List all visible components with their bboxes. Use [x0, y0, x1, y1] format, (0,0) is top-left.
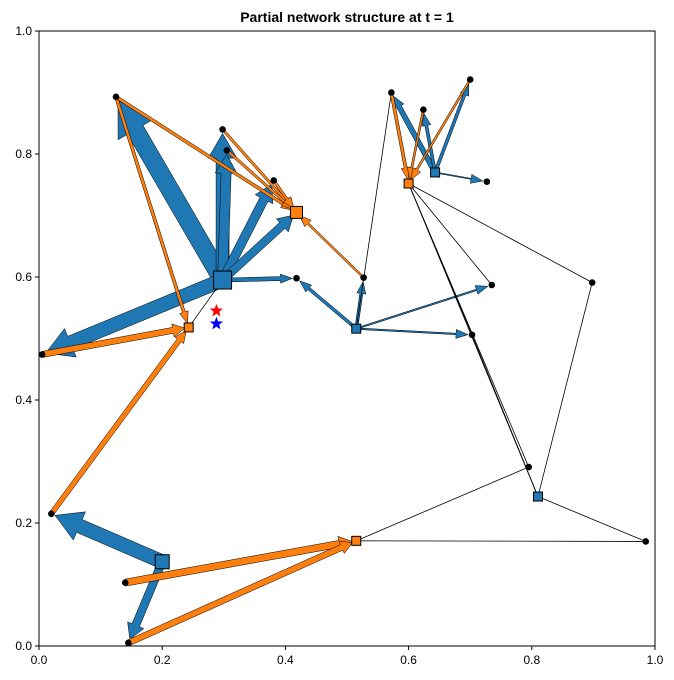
- edge-arrow: [41, 323, 186, 358]
- edge-line: [355, 92, 392, 329]
- edges-layer: [41, 78, 646, 646]
- node-dot: [223, 147, 231, 154]
- edge-line: [356, 540, 646, 542]
- y-tick-label: 0.6: [15, 270, 32, 284]
- hub-node: [213, 270, 233, 290]
- edge-arrow: [355, 285, 489, 330]
- edge-arrow: [48, 330, 187, 516]
- edge-arrow: [114, 96, 189, 325]
- chart-title: Partial network structure at t = 1: [240, 9, 454, 25]
- y-tick-label: 1.0: [15, 24, 32, 38]
- hub-node: [403, 178, 414, 189]
- node-dot: [588, 279, 596, 286]
- edge-arrow: [354, 280, 367, 330]
- node-dot: [468, 331, 476, 339]
- node-dot: [219, 126, 226, 133]
- node-dot: [270, 177, 277, 184]
- edge-line: [471, 334, 539, 497]
- node-dot: [388, 89, 395, 96]
- edge-line: [537, 496, 646, 542]
- edge-arrow: [298, 280, 358, 331]
- edge-line: [408, 183, 493, 286]
- plot-frame: [38, 30, 656, 647]
- x-tick-label: 0.0: [31, 653, 48, 667]
- edge-arrow: [117, 99, 231, 285]
- node-dot: [360, 274, 367, 281]
- y-tick-label: 0.2: [15, 516, 32, 530]
- edge-arrow: [126, 541, 354, 646]
- edge-arrow: [222, 273, 294, 284]
- edge-arrow: [219, 214, 294, 284]
- edge-line: [408, 183, 530, 468]
- edge-arrow: [355, 327, 469, 339]
- node-dot: [38, 351, 46, 358]
- x-tick-label: 1.0: [647, 653, 664, 667]
- edge-arrow: [298, 214, 365, 279]
- node-dot: [525, 463, 533, 471]
- y-tick-label: 0.4: [15, 393, 32, 407]
- x-tick-label: 0.6: [400, 653, 417, 667]
- node-dot: [466, 76, 474, 83]
- edge-line: [537, 282, 593, 497]
- node-dot: [125, 639, 132, 647]
- star-marker: [209, 303, 224, 317]
- node-dot: [48, 510, 55, 518]
- edge-line: [408, 183, 593, 283]
- x-tick-label: 0.4: [277, 653, 294, 667]
- hub-node: [430, 167, 441, 178]
- edge-line: [356, 466, 529, 542]
- hub-node: [532, 491, 543, 502]
- nodes-layer: [38, 76, 650, 647]
- hub-node: [289, 205, 303, 219]
- hub-node: [154, 554, 170, 570]
- y-tick-label: 0.0: [15, 639, 32, 653]
- edge-arrow: [421, 112, 437, 174]
- node-dot: [293, 274, 300, 282]
- y-tick-label: 0.8: [15, 147, 32, 161]
- node-dot: [642, 538, 650, 545]
- x-tick-label: 0.8: [523, 653, 540, 667]
- stars-layer: [209, 303, 224, 330]
- node-dot: [121, 579, 129, 586]
- node-dot: [483, 178, 491, 185]
- node-dot: [488, 281, 496, 289]
- edge-arrow: [45, 273, 226, 358]
- edge-arrow: [54, 511, 166, 569]
- edge-arrow: [410, 78, 472, 181]
- edge-arrow: [434, 171, 484, 184]
- edge-arrow: [433, 82, 470, 174]
- x-tick-label: 0.2: [154, 653, 171, 667]
- node-dot: [420, 106, 427, 114]
- node-dot: [112, 93, 120, 101]
- hub-node: [183, 322, 194, 333]
- star-marker: [209, 316, 224, 330]
- x-axis: 0.0 0.2 0.4 0.6 0.8 1.0: [31, 646, 664, 667]
- hub-node: [351, 535, 362, 546]
- hub-node: [351, 323, 362, 334]
- y-axis: 0.0 0.2 0.4 0.6 0.8 1.0: [15, 24, 39, 653]
- edge-arrow: [272, 179, 295, 210]
